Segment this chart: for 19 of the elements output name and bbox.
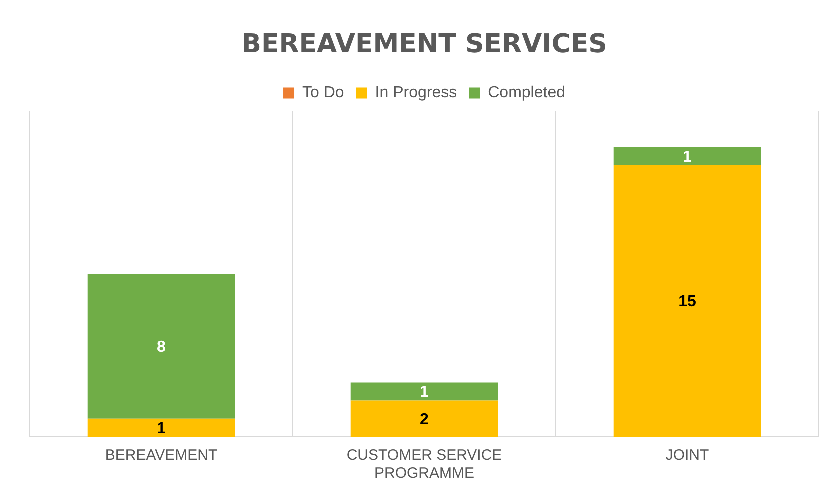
legend-label: In Progress [375,84,458,102]
data-label: 1 [157,420,166,438]
bar [88,274,236,419]
x-tick-label: JOINT [666,447,710,464]
legend-label: Completed [488,84,566,102]
bar [614,147,762,166]
bar [350,382,498,401]
bar [614,166,762,437]
bar [350,400,498,437]
x-tick-label: CUSTOMER SERVICE PROGRAMME [346,447,502,482]
data-label: 15 [678,294,696,311]
data-label: 1 [683,148,692,166]
legend-label: To Do [302,84,344,102]
x-tick-label: BEREAVEMENT [105,447,218,464]
data-label: 8 [157,338,166,356]
data-label: 2 [420,411,430,428]
chart-title: BEREAVEMENT SERVICES [242,29,608,60]
data-label: 1 [420,384,430,402]
bar [88,418,236,437]
